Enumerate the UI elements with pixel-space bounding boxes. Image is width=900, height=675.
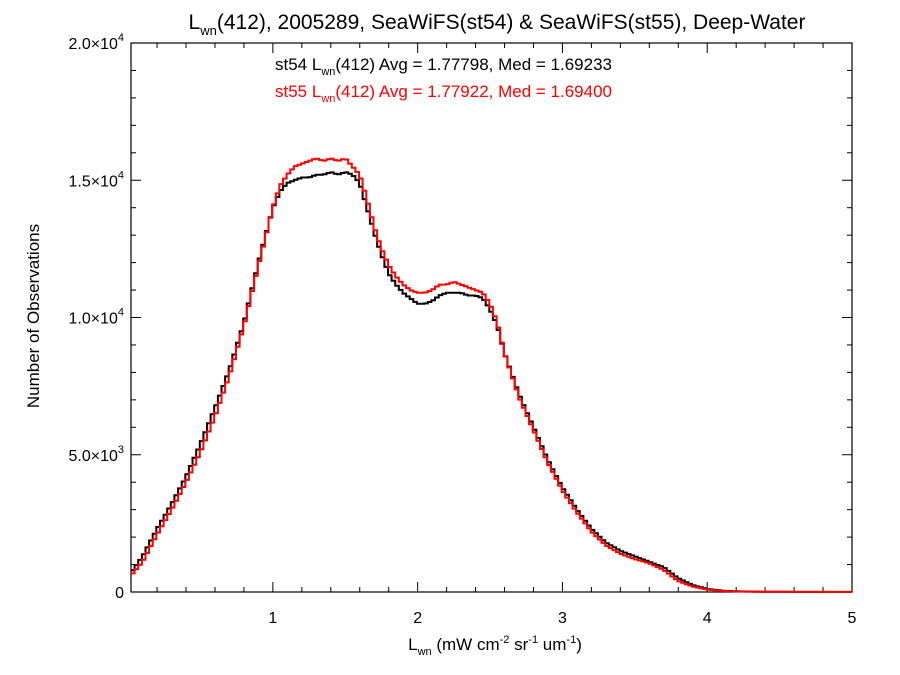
x-axis-label-close: ) bbox=[576, 635, 582, 654]
y-tick-label: 5.0×103 bbox=[68, 444, 124, 465]
chart-title-rest: (412), 2005289, SeaWiFS(st54) & SeaWiFS(… bbox=[217, 11, 806, 34]
legend-st55-pre: st55 L bbox=[275, 82, 321, 101]
y-tick-label-base: 2.0×10 bbox=[68, 36, 117, 53]
x-axis-label: Lwn (mW cm-2 sr-1 um-1) bbox=[408, 634, 582, 658]
y-tick-label-base: 1.0×10 bbox=[68, 311, 117, 328]
x-tick-label: 5 bbox=[848, 610, 857, 627]
x-tick-label: 3 bbox=[558, 610, 567, 627]
y-tick-label: 1.5×104 bbox=[68, 169, 124, 190]
legend-st54-pre: st54 L bbox=[275, 55, 321, 74]
y-tick-label-exp: 4 bbox=[118, 32, 124, 44]
x-axis-label-sup1: -2 bbox=[500, 634, 510, 646]
legend-st54: st54 Lwn(412) Avg = 1.77798, Med = 1.692… bbox=[275, 55, 612, 78]
x-axis-label-pre: (mW cm bbox=[432, 635, 500, 654]
chart-title-base: L bbox=[189, 11, 201, 34]
y-tick-label-exp: 3 bbox=[118, 444, 124, 456]
series-st55-line bbox=[131, 157, 852, 593]
y-tick-label-base: 1.5×10 bbox=[68, 173, 117, 190]
legend-st54-post: (412) Avg = 1.77798, Med = 1.69233 bbox=[335, 55, 612, 74]
x-axis-label-mid: sr bbox=[509, 635, 528, 654]
x-tick-label: 2 bbox=[413, 610, 422, 627]
legend-st55: st55 Lwn(412) Avg = 1.77922, Med = 1.694… bbox=[275, 82, 612, 105]
x-tick-label: 4 bbox=[703, 610, 712, 627]
y-tick-label-exp: 4 bbox=[118, 169, 124, 181]
y-tick-label-base: 5.0×10 bbox=[68, 448, 117, 465]
legend-st55-post: (412) Avg = 1.77922, Med = 1.69400 bbox=[335, 82, 612, 101]
x-axis-label-sup3: -1 bbox=[566, 634, 576, 646]
y-tick-label: 2.0×104 bbox=[68, 32, 124, 53]
y-tick-label: 1.0×104 bbox=[68, 307, 124, 328]
x-axis-label-sub: wn bbox=[417, 646, 432, 658]
x-tick-label: 1 bbox=[268, 610, 277, 627]
chart-title-sub: wn bbox=[199, 23, 217, 38]
x-axis-label-sup2: -1 bbox=[528, 634, 538, 646]
x-axis-label-post: um bbox=[538, 635, 566, 654]
y-tick-label: 0 bbox=[115, 585, 124, 602]
chart-title: Lwn(412), 2005289, SeaWiFS(st54) & SeaWi… bbox=[189, 11, 806, 38]
y-axis-label: Number of Observations bbox=[24, 224, 43, 408]
y-tick-label-exp: 4 bbox=[118, 307, 124, 319]
legend-st55-sub: wn bbox=[320, 93, 335, 105]
y-tick-label-base: 0 bbox=[115, 585, 124, 602]
x-axis-label-base: L bbox=[408, 635, 417, 654]
series-lines bbox=[131, 157, 852, 593]
legend-st54-sub: wn bbox=[320, 66, 335, 78]
